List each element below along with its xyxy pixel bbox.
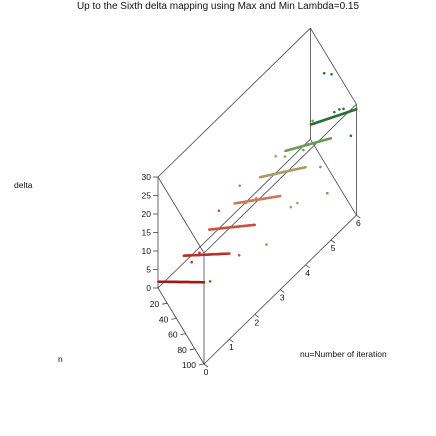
n-tick: [180, 333, 186, 335]
point: [283, 155, 287, 158]
nu-tick-label: 2: [254, 317, 259, 327]
nu-tick: [229, 338, 234, 343]
z-tick-label: 5: [146, 265, 151, 275]
nu-tick: [330, 239, 336, 244]
point: [319, 165, 322, 169]
n-tick: [198, 363, 205, 366]
nu-tick: [279, 289, 285, 293]
point: [329, 137, 333, 140]
point: [355, 108, 358, 111]
n-tick-label: 20: [150, 299, 160, 309]
point: [278, 194, 282, 198]
point: [190, 260, 193, 264]
z-axis-label: delta: [14, 180, 33, 190]
n-tick: [189, 348, 195, 351]
z-tick-label: 10: [142, 246, 152, 256]
series-lines: [157, 108, 358, 284]
nu-tick-label: 5: [331, 243, 336, 253]
series-nu-4: [258, 165, 307, 179]
nu-tick: [203, 363, 209, 368]
plot-box: [157, 27, 357, 365]
n-tick-label: 40: [159, 314, 169, 324]
point: [302, 148, 305, 152]
series-nu-1: [182, 252, 231, 257]
nu-tick-label: 6: [356, 218, 361, 228]
z-tick-label: 20: [142, 209, 152, 219]
point: [304, 165, 307, 169]
point: [311, 119, 314, 123]
point: [322, 71, 326, 75]
point: [342, 107, 345, 111]
n-tick: [171, 318, 177, 320]
z-tick-label: 30: [142, 172, 152, 182]
nu-tick: [305, 264, 310, 269]
box-edge: [310, 138, 357, 216]
n-axis-label: n: [58, 354, 63, 364]
point: [253, 223, 257, 227]
z-tick-label: 25: [142, 191, 152, 201]
n-axis-ticks: 20 40 60 80 100: [150, 299, 205, 370]
point: [237, 253, 241, 257]
nu-axis-ticks: 0 1 2 3 4 5 6: [203, 214, 361, 377]
point: [330, 72, 333, 76]
z-tick-label: 15: [142, 228, 152, 238]
nu-tick-label: 3: [280, 293, 285, 303]
box-edge: [157, 287, 205, 365]
nu-axis-label: nu=Number of iteration: [300, 349, 387, 359]
point: [202, 280, 206, 284]
box-edge: [157, 27, 311, 178]
point: [238, 184, 242, 188]
z-axis-ticks: 30 25 20 15 10 5 0: [142, 172, 158, 293]
point: [274, 154, 278, 158]
series-nu-5: [284, 137, 333, 153]
z-tick-label: 0: [146, 283, 151, 293]
box-edge: [157, 176, 205, 254]
point: [217, 209, 221, 213]
point: [244, 201, 247, 205]
point: [333, 110, 336, 114]
nu-tick: [356, 214, 361, 219]
data-points: [190, 71, 353, 283]
nu-tick-label: 1: [229, 342, 234, 352]
point: [265, 243, 268, 246]
n-tick-label: 60: [168, 330, 178, 340]
point: [208, 280, 212, 283]
chart-title: Up to the Sixth delta mapping using Max …: [77, 1, 360, 12]
point: [326, 191, 329, 195]
series-nu-6: [309, 108, 358, 126]
series-nu-0: [157, 280, 206, 284]
nu-tick-label: 4: [305, 268, 310, 278]
nu-tick: [254, 314, 260, 318]
series-nu-3: [233, 194, 282, 205]
box-edge: [310, 27, 357, 105]
nu-tick-label: 0: [204, 367, 209, 377]
point: [349, 134, 353, 138]
point: [338, 108, 341, 111]
n-tick-label: 100: [182, 360, 196, 370]
point: [296, 201, 299, 205]
point: [227, 252, 231, 255]
point: [254, 196, 258, 200]
n-tick: [162, 302, 168, 305]
point: [198, 251, 201, 255]
point: [289, 205, 293, 209]
n-tick-label: 80: [177, 345, 187, 355]
series-nu-2: [208, 223, 257, 231]
box-edge: [157, 138, 311, 289]
box-edge: [203, 103, 357, 254]
